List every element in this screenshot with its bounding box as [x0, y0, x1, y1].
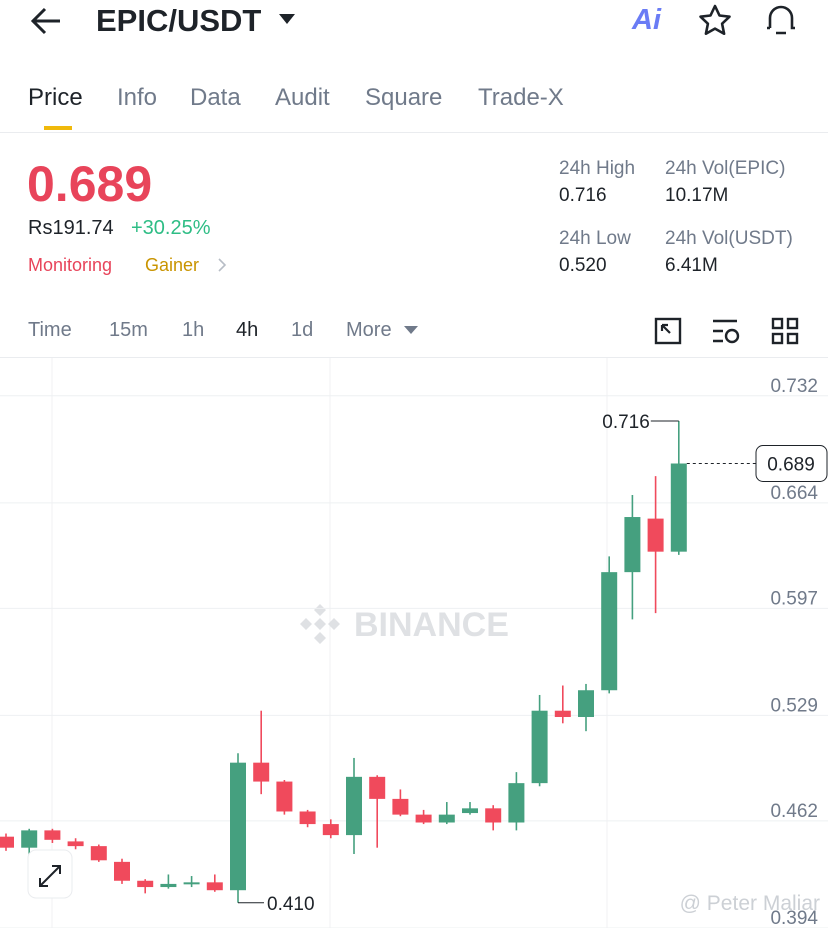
stat-value: 10.17M — [665, 185, 729, 206]
interval[interactable]: Time — [28, 319, 72, 341]
pair-dropdown[interactable] — [278, 13, 296, 25]
tool-icon[interactable] — [771, 317, 799, 345]
candle-body — [137, 880, 154, 888]
candle-body — [114, 861, 130, 881]
interval[interactable]: 4h — [236, 319, 259, 341]
chevron[interactable] — [216, 257, 228, 273]
candle-body — [253, 762, 270, 782]
tool-icon[interactable] — [654, 317, 682, 345]
candle-body — [601, 572, 618, 691]
more-dropdown[interactable] — [403, 325, 419, 335]
candle-body — [392, 798, 409, 815]
candle-body — [647, 518, 664, 552]
candle-body — [578, 690, 594, 718]
tab-indicator — [44, 126, 72, 130]
interval[interactable]: 1h — [182, 319, 205, 341]
divider — [0, 357, 828, 358]
tab[interactable]: Info — [117, 84, 158, 111]
tag[interactable]: Gainer — [145, 255, 200, 275]
last-price-label: 0.689 — [767, 454, 815, 475]
candle-body — [322, 824, 339, 836]
candle-body — [554, 710, 571, 718]
last-price: 0.689 — [27, 156, 153, 212]
credit: @ Peter Maliar — [680, 892, 820, 915]
stat-value: 0.716 — [559, 185, 607, 206]
local-price: Rs191.74 — [28, 217, 114, 239]
candle-body — [183, 882, 200, 885]
y-tick-label: 0.664 — [770, 483, 818, 504]
stat-label: 24h Vol(EPIC) — [665, 158, 786, 179]
candle-body — [44, 830, 61, 840]
divider — [0, 132, 828, 133]
interval[interactable]: More — [346, 319, 392, 341]
candle-body — [90, 846, 107, 861]
tab[interactable]: Data — [190, 84, 241, 111]
candle-body — [508, 783, 525, 823]
candle-body — [230, 762, 246, 891]
candle-body — [276, 781, 293, 812]
high-label: 0.716 — [602, 412, 650, 433]
candle-body — [21, 830, 38, 848]
bell-icon[interactable] — [763, 2, 799, 38]
candle-body — [0, 836, 14, 848]
pair-title[interactable]: EPIC/USDT — [96, 3, 262, 38]
tab[interactable]: Audit — [275, 84, 330, 111]
stat-label: 24h Vol(USDT) — [665, 228, 793, 249]
candle-body — [415, 814, 432, 823]
watermark: BINANCE — [354, 606, 509, 644]
low-label: 0.410 — [267, 894, 315, 915]
y-tick-label: 0.394 — [770, 908, 818, 928]
price-change: +30.25% — [131, 217, 211, 239]
star-icon[interactable] — [697, 3, 733, 37]
stat-value: 0.520 — [559, 255, 607, 276]
candle-body — [531, 710, 548, 784]
stat-label: 24h High — [559, 158, 636, 179]
candle-body — [299, 811, 316, 825]
candle-body — [160, 883, 177, 888]
tab[interactable]: Price — [28, 84, 83, 111]
y-tick-label: 0.597 — [770, 588, 818, 609]
y-tick-label: 0.529 — [770, 695, 818, 716]
expand-icon[interactable] — [39, 865, 61, 887]
expand-button[interactable] — [27, 849, 73, 899]
back-icon[interactable] — [30, 6, 64, 36]
tool-icon[interactable] — [711, 317, 741, 345]
candle-body — [369, 776, 386, 799]
candle-body — [462, 808, 478, 814]
interval[interactable]: 1d — [291, 319, 314, 341]
interval[interactable]: 15m — [109, 319, 148, 341]
candle-body — [206, 882, 223, 891]
y-tick-label: 0.462 — [770, 801, 818, 822]
watermark-logo — [300, 604, 340, 644]
stat-label: 24h Low — [559, 228, 631, 249]
candle-body — [624, 517, 641, 573]
candle-body — [438, 814, 455, 823]
ai-icon[interactable]: Ai — [632, 4, 661, 36]
candle-body — [670, 463, 687, 552]
tag[interactable]: Monitoring — [28, 255, 113, 275]
candle-body — [67, 841, 84, 847]
tab[interactable]: Square — [365, 84, 443, 111]
last-price-box — [755, 444, 828, 482]
tab[interactable]: Trade-X — [478, 84, 564, 111]
candle-body — [346, 776, 362, 836]
stat-value: 6.41M — [665, 255, 718, 276]
candle-body — [485, 808, 502, 823]
y-tick-label: 0.732 — [770, 376, 818, 397]
